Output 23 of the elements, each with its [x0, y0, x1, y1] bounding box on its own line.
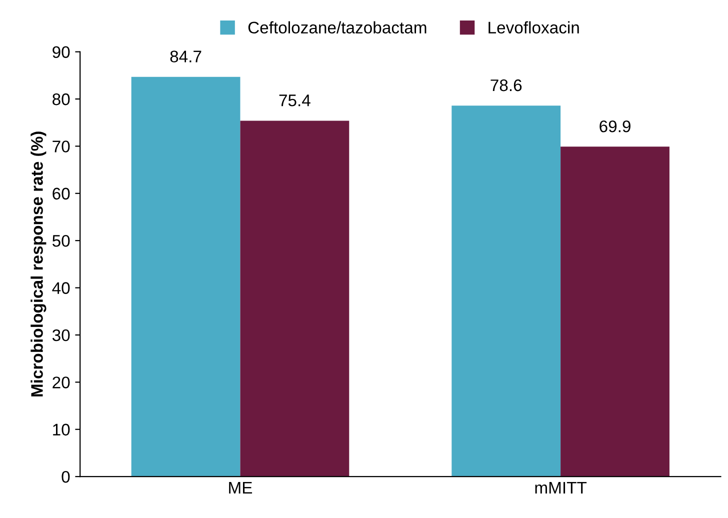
legend-label: Levofloxacin [488, 21, 579, 34]
y-tick-label: 90 [52, 46, 70, 58]
data-label: 78.6 [490, 79, 522, 92]
y-tick-label: 20 [52, 376, 70, 388]
y-tick-label: 70 [52, 140, 70, 152]
legend-label: Ceftolozane/tazobactam [248, 21, 426, 34]
y-tick-label: 40 [52, 282, 70, 294]
y-tick-label: 50 [52, 234, 70, 247]
y-tick-label: 80 [52, 93, 70, 106]
y-tick-label: 60 [52, 188, 70, 200]
data-label: 84.7 [170, 50, 202, 62]
bar [560, 146, 670, 477]
bar [452, 106, 561, 477]
y-tick-label: 30 [52, 329, 70, 342]
y-axis-title: Microbiological response rate (%) [30, 132, 46, 396]
y-tick-label: 0 [62, 470, 70, 483]
y-tick-label: 10 [53, 424, 70, 436]
bar [131, 76, 240, 477]
x-tick-label: mMITT [535, 482, 587, 494]
x-tick-label: ME [229, 482, 252, 494]
data-label: 69.9 [600, 120, 630, 132]
bar [240, 120, 350, 477]
data-label: 75.4 [279, 94, 310, 106]
